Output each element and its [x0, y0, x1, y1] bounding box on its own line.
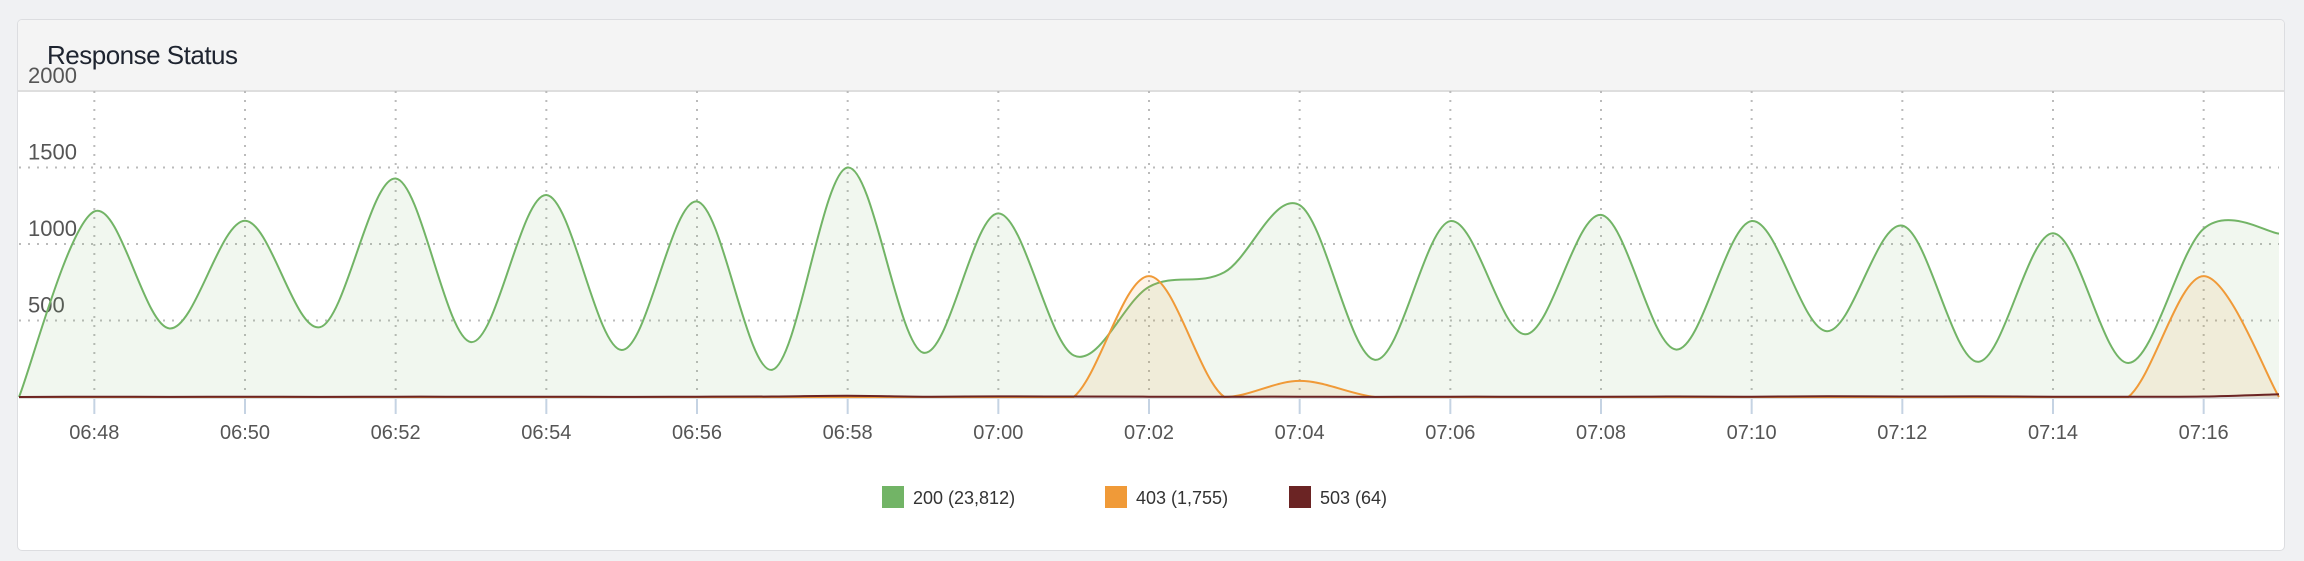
legend-label: 403 (1,755) [1136, 488, 1228, 508]
series-line-200 [18, 166, 2280, 398]
x-tick-label: 07:00 [973, 422, 1023, 444]
x-tick-label: 06:52 [371, 422, 421, 444]
y-tick-label: 2000 [28, 63, 77, 88]
legend-label: 503 (64) [1320, 488, 1387, 508]
legend-swatch-503 [1289, 486, 1311, 508]
x-tick-label: 07:10 [1727, 422, 1777, 444]
x-tick-label: 06:50 [220, 422, 270, 444]
y-tick-label: 1500 [28, 140, 77, 165]
x-tick-label: 06:54 [521, 422, 571, 444]
x-tick-label: 07:02 [1124, 422, 1174, 444]
panel-title: Response Status [47, 40, 238, 70]
x-tick-label: 07:14 [2028, 422, 2078, 444]
x-tick-label: 06:58 [823, 422, 873, 444]
x-tick-label: 06:48 [69, 422, 119, 444]
response-status-panel: Response Status [17, 19, 2285, 551]
x-tick-label: 07:08 [1576, 422, 1626, 444]
legend-swatch-403 [1105, 486, 1127, 508]
series-area-403 [19, 276, 2279, 397]
x-tick-label: 07:12 [1877, 422, 1927, 444]
x-tick-label: 06:56 [672, 422, 722, 444]
x-tick-label: 07:04 [1275, 422, 1325, 444]
series-area-200 [19, 167, 2279, 397]
series-line-503 [18, 393, 2280, 398]
legend-swatch-200 [882, 486, 904, 508]
panel-header: Response Status [18, 20, 2284, 92]
x-tick-label: 07:16 [2179, 422, 2229, 444]
legend-label: 200 (23,812) [913, 488, 1015, 508]
y-tick-label: 1000 [28, 216, 77, 241]
x-tick-label: 07:06 [1425, 422, 1475, 444]
